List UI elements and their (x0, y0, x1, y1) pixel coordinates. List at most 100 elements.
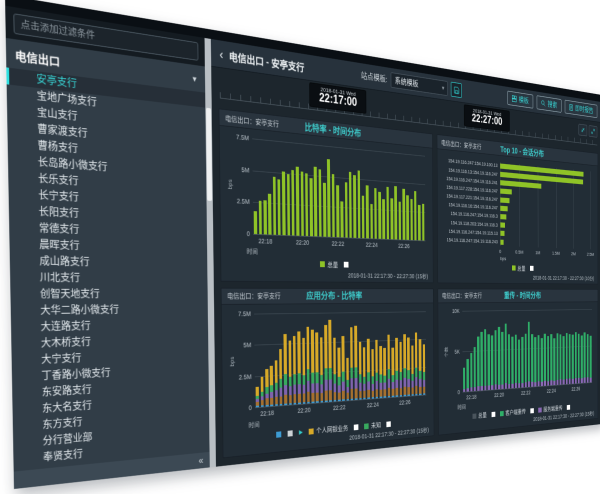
panel-source-label: 电信出口：安亭支行 (227, 292, 281, 301)
legend-label: 总量 (478, 411, 487, 420)
legend-item[interactable] (529, 265, 534, 271)
bar-segment (324, 367, 328, 381)
site-template-label: 站点模板: (360, 71, 388, 85)
bar-segment (324, 390, 328, 401)
bar-segment (342, 398, 345, 401)
legend-item[interactable]: ▶ (299, 429, 303, 436)
bar-segment (329, 399, 332, 402)
legend-item[interactable]: 总量 (511, 264, 526, 272)
legend-item[interactable] (566, 404, 571, 410)
bar-segment (399, 394, 403, 397)
y-tick-label: 0 (457, 388, 460, 396)
bar-segment (311, 401, 315, 404)
bar-segment (422, 371, 426, 380)
scrollbar-thumb[interactable] (206, 107, 213, 202)
bar-segment (315, 372, 319, 384)
legend-item[interactable] (386, 420, 391, 427)
legend-item[interactable] (276, 430, 282, 438)
bar-segment (337, 347, 341, 377)
bar-segment (341, 335, 345, 372)
template-icon (512, 95, 517, 102)
bar-segment (391, 395, 395, 398)
x-axis-title: 时间 (248, 420, 260, 430)
legend-item[interactable] (287, 429, 293, 437)
bar-segment (274, 403, 278, 406)
panel-body: 0 0.5M 1M 1.5M 2M 2.5M bps 154.19.116.247:154.1… (437, 149, 598, 283)
instant-report-button[interactable]: 即时报告 (564, 99, 598, 119)
template-button-label: 模板 (518, 96, 529, 106)
hbar-track (500, 239, 590, 248)
sidebar-item-branch[interactable]: 川北支行 (39, 271, 81, 284)
time-range-start-badge[interactable]: 2018-01-31 Wed 22:17:00 (309, 83, 366, 113)
time-range-end-badge[interactable]: 2018-01-31 Wed 22:27:00 (464, 105, 510, 132)
save-template-button[interactable] (450, 81, 462, 99)
bar-segment (387, 395, 391, 398)
bar-slot (421, 155, 425, 241)
bar-segment (340, 201, 344, 238)
chart-time-range: 2018-01-31 22:17:30 - 22:27:30 (10分) (532, 274, 595, 282)
x-tick-label: 22:24 (366, 400, 379, 409)
legend-item[interactable]: 未知 (364, 420, 381, 431)
x-tick-label: 22:24 (365, 240, 378, 249)
bar-segment (350, 388, 354, 399)
window-body: 电信出口 ▾ 安亭支行宝地广场支行宝山支行曹家渡支行曹杨支行长岛路小微支行长乐支… (5, 5, 600, 490)
x-tick-label: 1.5M (552, 250, 560, 256)
x-tick-label: 22:18 (260, 408, 275, 418)
legend-item[interactable]: 总量 (472, 411, 487, 421)
main-content: ‹ 电信出口 - 安亭支行 站点模板: 系统模板 ▾ (210, 38, 600, 467)
bar-segment (371, 349, 374, 377)
plot-area: 7.5M 5M 2.5M 0 bps 22:18 22:20 22:22 22:24 22:26 时… (227, 133, 426, 255)
legend-swatch (499, 410, 504, 417)
legend-next-icon[interactable]: ▶ (298, 428, 303, 436)
x-tick-label: 22:22 (332, 403, 346, 412)
x-tick-label: 2M (571, 250, 576, 257)
bar-segment (354, 378, 358, 389)
sidebar-item-branch[interactable]: 创智天地支行 (40, 288, 100, 301)
x-tick-label: 22:20 (297, 406, 311, 415)
bar-segment (270, 404, 274, 407)
bar-segment (311, 383, 315, 393)
bar-segment (329, 379, 332, 391)
back-button[interactable]: ‹ (219, 46, 224, 62)
legend-swatch (566, 404, 571, 410)
bar-segment (383, 347, 387, 376)
legend-swatch (287, 429, 293, 437)
hbar-rows: 154.19.116.247:154.19.100.13 154.19.116.1… (437, 156, 590, 249)
bar-segment (297, 393, 301, 403)
bar (589, 309, 592, 383)
bar-segment (399, 342, 402, 372)
bar-series (462, 309, 592, 392)
legend-item[interactable]: 总量 (320, 259, 338, 269)
legend-item[interactable] (491, 411, 496, 417)
timeline-zoom-out-button[interactable] (578, 123, 588, 137)
bar-segment (337, 399, 341, 402)
y-axis-title: 个数 (443, 346, 449, 358)
bar-segment (268, 194, 272, 235)
y-tick-label: 5M (243, 341, 252, 349)
template-button[interactable]: 模板 (507, 90, 534, 109)
collapse-sidebar-icon[interactable]: « (198, 454, 204, 467)
search-button[interactable]: 搜索 (536, 95, 562, 113)
bar-segment (288, 386, 292, 396)
bar-segment (350, 378, 354, 390)
bar-segment (411, 393, 414, 396)
bar (500, 222, 506, 228)
bar-segment (324, 400, 328, 403)
x-tick-label: 22:26 (571, 385, 581, 393)
x-axis-title: bps (500, 255, 507, 262)
x-tick-label: 1M (535, 249, 541, 256)
bar-segment (358, 382, 362, 391)
bar-segment (284, 403, 288, 406)
legend-item[interactable] (353, 423, 359, 430)
timeline-zoom-in-button[interactable] (588, 125, 598, 138)
legend-item[interactable] (530, 407, 534, 414)
bar-segment (422, 393, 426, 395)
bar-segment (358, 373, 362, 383)
template-select[interactable]: 系统模板 ▾ (390, 72, 448, 97)
legend-item[interactable]: 个人网银业务 (308, 423, 348, 436)
legend-item[interactable]: 客户端重传 (499, 407, 526, 418)
bar (422, 311, 426, 395)
bar-segment (306, 380, 310, 393)
bar-segment (391, 347, 395, 375)
legend-item[interactable] (343, 261, 349, 268)
